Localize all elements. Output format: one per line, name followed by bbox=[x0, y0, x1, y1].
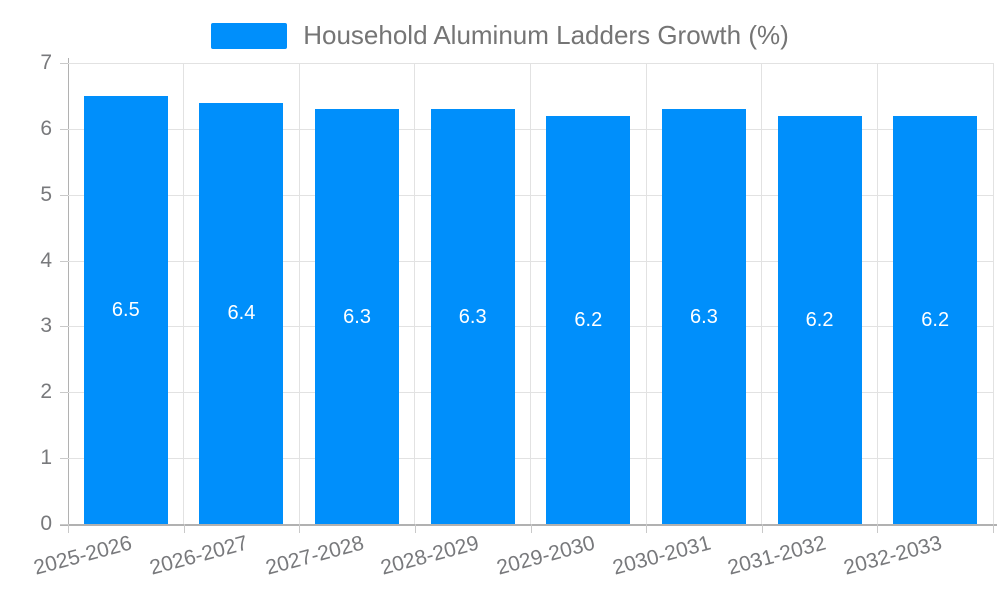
bar-2027-2028[interactable]: 6.3 bbox=[315, 109, 400, 524]
chart-legend: Household Aluminum Ladders Growth (%) bbox=[0, 20, 1000, 51]
v-gridline bbox=[645, 63, 647, 524]
y-axis-tick-label: 0 bbox=[40, 512, 52, 535]
v-gridline bbox=[761, 63, 763, 524]
x-axis-label: 2032-2033 bbox=[841, 531, 945, 580]
x-tick-mark bbox=[299, 524, 301, 533]
bar-2031-2032[interactable]: 6.2 bbox=[777, 115, 862, 524]
v-gridline bbox=[183, 63, 185, 524]
x-axis-label: 2026-2027 bbox=[147, 531, 251, 580]
bar-value-label: 6.3 bbox=[690, 305, 718, 328]
y-axis-tick-label: 2 bbox=[40, 380, 52, 404]
x-tick-mark bbox=[530, 524, 532, 533]
bar-2028-2029[interactable]: 6.3 bbox=[430, 109, 515, 524]
y-axis-tick-label: 7 bbox=[40, 51, 52, 74]
legend-swatch[interactable] bbox=[211, 22, 288, 49]
x-tick-mark bbox=[646, 524, 648, 533]
y-tick-mark bbox=[60, 392, 68, 394]
x-axis-label: 2029-2030 bbox=[494, 531, 598, 580]
x-tick-mark bbox=[761, 524, 763, 533]
plot-area: 6.5 6.4 6.3 6.3 6.2 6.3 6.2 6.2 bbox=[68, 63, 994, 524]
y-tick-mark bbox=[60, 524, 68, 525]
y-axis-tick-label: 5 bbox=[40, 182, 52, 206]
y-tick-mark bbox=[60, 128, 68, 130]
bar-2025-2026[interactable]: 6.5 bbox=[83, 95, 168, 524]
x-tick-mark bbox=[183, 524, 185, 533]
bar-value-label: 6.2 bbox=[805, 308, 834, 331]
y-axis-tick-label: 6 bbox=[40, 116, 52, 140]
y-axis-line bbox=[68, 58, 69, 525]
v-gridline bbox=[298, 63, 300, 524]
bar-value-label: 6.2 bbox=[574, 308, 603, 331]
bar-value-label: 6.3 bbox=[343, 305, 371, 328]
v-gridline bbox=[876, 63, 878, 524]
x-tick-mark bbox=[993, 524, 994, 533]
bar-2026-2027[interactable]: 6.4 bbox=[199, 102, 284, 524]
y-axis-tick-label: 3 bbox=[40, 314, 52, 338]
v-gridline bbox=[992, 63, 994, 524]
bar-2029-2030[interactable]: 6.2 bbox=[546, 115, 631, 524]
x-axis-label: 2027-2028 bbox=[262, 531, 366, 580]
y-tick-mark bbox=[60, 63, 68, 64]
x-axis-label: 2031-2032 bbox=[725, 531, 829, 580]
bar-value-label: 6.3 bbox=[458, 305, 487, 328]
x-tick-mark bbox=[68, 524, 69, 533]
x-axis-line bbox=[60, 524, 997, 526]
y-tick-mark bbox=[60, 458, 68, 460]
v-gridline bbox=[530, 63, 531, 524]
y-tick-mark bbox=[60, 326, 68, 328]
legend-label[interactable]: Household Aluminum Ladders Growth (%) bbox=[303, 20, 789, 50]
x-axis-label: 2025-2026 bbox=[31, 531, 135, 580]
y-axis-tick-label: 4 bbox=[40, 248, 52, 272]
x-tick-mark bbox=[414, 524, 416, 533]
bar-value-label: 6.2 bbox=[921, 308, 950, 331]
bar-value-label: 6.4 bbox=[227, 302, 256, 325]
y-tick-mark bbox=[60, 194, 68, 196]
x-axis-label: 2030-2031 bbox=[609, 531, 713, 580]
x-tick-mark bbox=[877, 524, 879, 533]
v-gridline bbox=[414, 63, 416, 524]
bar-value-label: 6.5 bbox=[111, 298, 140, 321]
bar-2032-2033[interactable]: 6.2 bbox=[893, 115, 978, 524]
y-axis-tick-label: 1 bbox=[40, 446, 52, 470]
x-axis-label: 2028-2029 bbox=[378, 531, 482, 580]
bar-2030-2031[interactable]: 6.3 bbox=[661, 109, 746, 524]
y-tick-mark bbox=[60, 260, 68, 262]
